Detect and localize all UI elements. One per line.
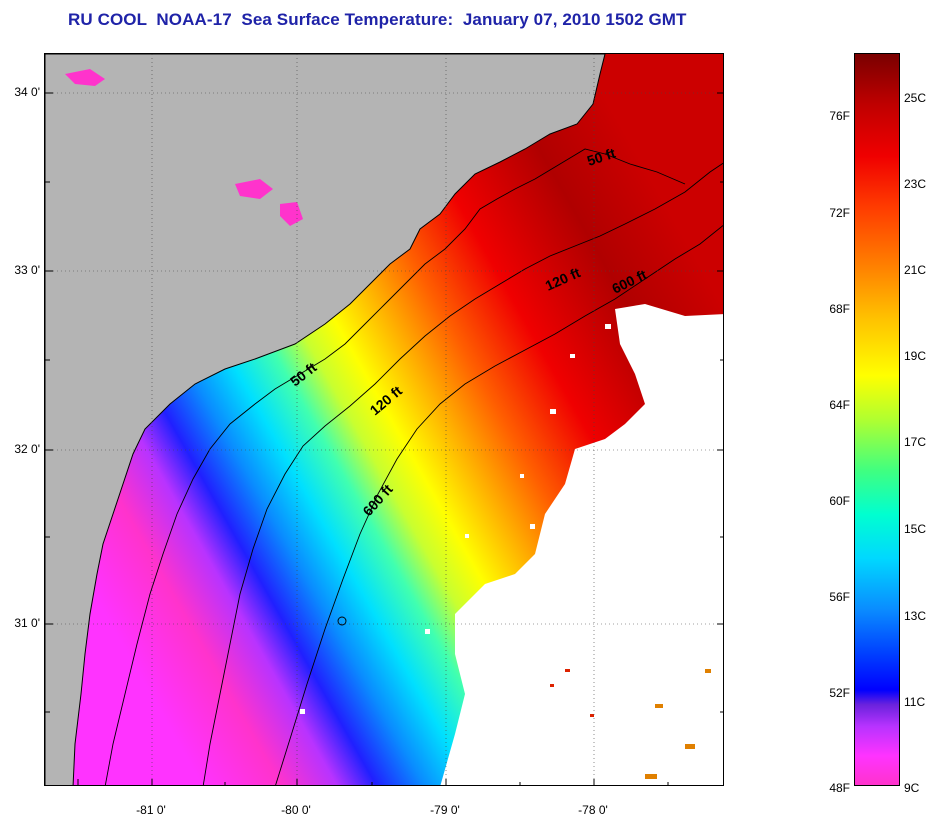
- colorbar-f-56: 56F: [829, 590, 850, 604]
- isobath-120ft: [202, 162, 723, 785]
- colorbar-c-17: 17C: [904, 435, 927, 449]
- inland-water: [65, 69, 303, 226]
- colorbar-c-21: 21C: [904, 263, 927, 277]
- colorbar-f-64: 64F: [829, 398, 850, 412]
- colorbar-f-60: 60F: [829, 494, 850, 508]
- lon-label-78: -78 0': [578, 803, 608, 817]
- buoy-marker: [337, 616, 347, 626]
- colorbar-c-19: 19C: [904, 349, 927, 363]
- colorbar-c-15: 15C: [904, 522, 927, 536]
- temperature-colorbar: [854, 53, 900, 786]
- colorbar-c-25: 25C: [904, 91, 927, 105]
- lat-label-34: 34 0': [14, 85, 40, 99]
- colorbar-c-11: 11C: [904, 695, 926, 709]
- isobath-50ft: [104, 148, 686, 785]
- colorbar-f-76: 76F: [829, 109, 850, 123]
- colorbar-c-13: 13C: [904, 609, 927, 623]
- red-specks: [550, 669, 594, 717]
- lon-label-79: -79 0': [430, 803, 460, 817]
- lat-label-31: 31 0': [14, 616, 40, 630]
- colorbar-f-52: 52F: [829, 686, 850, 700]
- lat-label-33: 33 0': [14, 263, 40, 277]
- lon-label-80: -80 0': [281, 803, 311, 817]
- frame-ticks: [45, 92, 723, 785]
- lat-label-32: 32 0': [14, 442, 40, 456]
- colorbar-c-23: 23C: [904, 177, 927, 191]
- colorbar-f-68: 68F: [829, 302, 850, 316]
- sst-map-canvas: 50 ft 120 ft 600 ft 50 ft 120 ft 600 ft: [45, 54, 723, 785]
- cloud-specks: [300, 324, 611, 714]
- map-title: RU COOL NOAA-17 Sea Surface Temperature:…: [68, 10, 687, 29]
- warm-specks: [645, 669, 711, 779]
- colorbar-c-9: 9C: [904, 781, 920, 795]
- colorbar-f-72: 72F: [829, 206, 850, 220]
- land: [45, 54, 606, 785]
- colorbar-f-48: 48F: [829, 781, 850, 795]
- no-data-region: [440, 304, 723, 785]
- lon-label-81: -81 0': [136, 803, 166, 817]
- graticule: [45, 54, 723, 785]
- isobath-600ft: [275, 225, 723, 785]
- sst-map: 50 ft 120 ft 600 ft 50 ft 120 ft 600 ft: [44, 53, 724, 786]
